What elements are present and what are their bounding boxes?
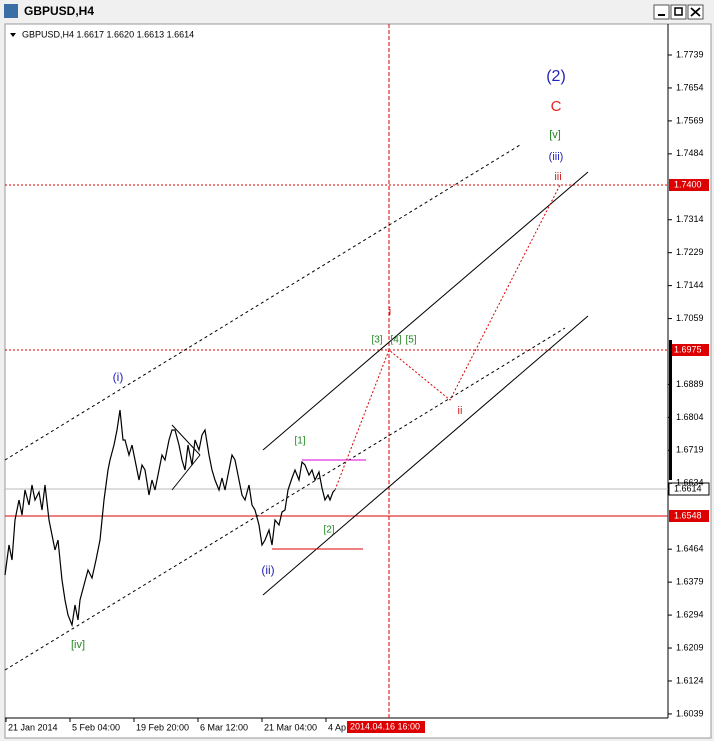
- wave-label: [5]: [405, 335, 416, 346]
- price-line: [4, 409, 336, 628]
- price-tick-label: 1.7654: [676, 82, 704, 92]
- price-tag: [669, 344, 709, 356]
- wave-label: [3]: [371, 335, 382, 346]
- cursor-time-label: 2014.04.16 16:00: [350, 721, 420, 731]
- time-tick-label: 21 Jan 2014: [8, 722, 58, 732]
- wave-label: iii: [554, 171, 561, 183]
- wave-label: (i): [113, 370, 124, 384]
- wave-label: [iv]: [71, 639, 85, 651]
- time-tick-label: 6 Mar 12:00: [200, 722, 248, 732]
- time-tick-label: 4 Ap: [328, 722, 346, 732]
- price-tag-label: 1.6975: [674, 344, 702, 354]
- price-tick-label: 1.7314: [676, 214, 704, 224]
- time-tick-label: 5 Feb 04:00: [72, 722, 120, 732]
- price-tick-label: 1.6209: [676, 642, 704, 652]
- price-tick-label: 1.7569: [676, 115, 704, 125]
- price-tick-label: 1.6464: [676, 544, 704, 554]
- wave-label: (iii): [549, 151, 564, 163]
- wave-label: (ii): [261, 563, 274, 577]
- window-buttons[interactable]: [653, 4, 704, 20]
- price-tick-label: 1.7739: [676, 49, 704, 59]
- scale-marker: [669, 340, 672, 480]
- wave-label: [2]: [323, 525, 334, 536]
- trend-line: [171, 424, 201, 456]
- price-tick-label: 1.6634: [676, 478, 704, 488]
- price-tag-label: 1.6548: [674, 510, 702, 520]
- wave-label: [v]: [549, 129, 561, 141]
- wave-label: [4]: [390, 335, 401, 346]
- channel-line: [4, 144, 521, 461]
- chart-header: GBPUSD,H4 1.6617 1.6620 1.6613 1.6614: [22, 29, 194, 39]
- price-tick-label: 1.7229: [676, 247, 704, 257]
- window-icon: [4, 4, 18, 18]
- price-tag: [669, 179, 709, 191]
- price-tag: [668, 482, 710, 496]
- wave-label: C: [551, 98, 562, 115]
- cursor-time-tag: [347, 721, 425, 733]
- price-tick-label: 1.6719: [676, 445, 704, 455]
- price-tick-label: 1.6039: [676, 708, 704, 718]
- window-title: GBPUSD,H4: [24, 4, 94, 18]
- maximize-button[interactable]: [670, 4, 687, 20]
- trend-line: [171, 454, 201, 491]
- price-tick-label: 1.6294: [676, 609, 704, 619]
- wave-projection: [334, 184, 561, 491]
- price-tick-label: 1.7484: [676, 148, 704, 158]
- time-tick-label: 21 Mar 04:00: [264, 722, 317, 732]
- maximize-icon: [674, 7, 683, 16]
- title-bar: [0, 0, 714, 22]
- price-tag: [669, 510, 709, 522]
- price-tick-label: 1.6379: [676, 577, 704, 587]
- wave-label: (2): [546, 68, 566, 85]
- price-tick-label: 1.6804: [676, 412, 704, 422]
- close-icon: [690, 7, 701, 17]
- wave-label: [1]: [294, 436, 305, 447]
- channel-line: [262, 171, 589, 451]
- price-tick-label: 1.6124: [676, 675, 704, 685]
- price-tick-label: 1.7144: [676, 280, 704, 290]
- header-arrow: [10, 33, 16, 37]
- price-tag-label: 1.7400: [674, 179, 702, 189]
- wave-label: ii: [458, 405, 463, 417]
- minimize-button[interactable]: [653, 4, 670, 20]
- price-tick-label: 1.7059: [676, 313, 704, 323]
- price-tag-label: 1.6614: [674, 483, 702, 493]
- chart-area: [4, 23, 712, 739]
- wave-label: i: [389, 306, 391, 318]
- price-tick-label: 1.6889: [676, 379, 704, 389]
- time-tick-label: 19 Feb 20:00: [136, 722, 189, 732]
- channel-line: [4, 327, 566, 671]
